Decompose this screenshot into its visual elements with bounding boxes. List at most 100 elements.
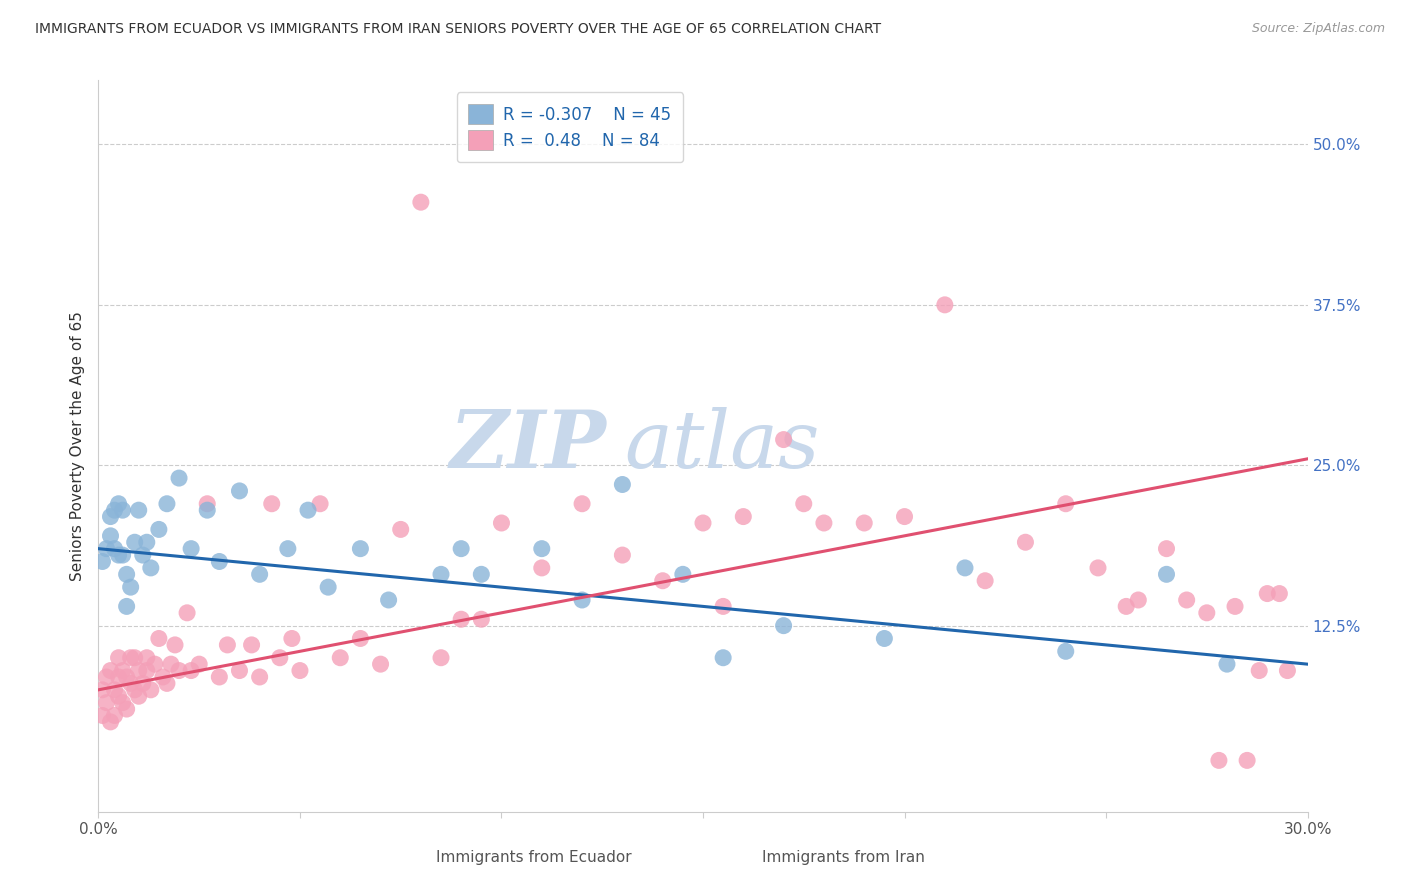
Point bbox=[692, 516, 714, 530]
Point bbox=[107, 548, 129, 562]
Point bbox=[430, 567, 453, 582]
Point bbox=[470, 567, 492, 582]
Point bbox=[733, 509, 755, 524]
Point bbox=[249, 670, 271, 684]
Point bbox=[115, 702, 138, 716]
Point bbox=[651, 574, 673, 588]
Point bbox=[91, 554, 114, 568]
Point bbox=[612, 548, 634, 562]
Point bbox=[135, 650, 157, 665]
Point bbox=[1014, 535, 1036, 549]
Point bbox=[934, 298, 956, 312]
Point bbox=[100, 664, 122, 678]
Point bbox=[409, 195, 432, 210]
Point bbox=[100, 529, 122, 543]
Legend: R = -0.307    N = 45, R =  0.48    N = 84: R = -0.307 N = 45, R = 0.48 N = 84 bbox=[457, 92, 683, 162]
Point bbox=[793, 497, 815, 511]
Point bbox=[152, 670, 174, 684]
Point bbox=[135, 535, 157, 549]
Point bbox=[115, 670, 138, 684]
Point bbox=[974, 574, 997, 588]
Point bbox=[111, 696, 134, 710]
Point bbox=[111, 664, 134, 678]
Point bbox=[103, 541, 125, 556]
Point bbox=[195, 497, 218, 511]
Point bbox=[277, 541, 299, 556]
Point bbox=[163, 638, 186, 652]
Point bbox=[873, 632, 896, 646]
Point bbox=[160, 657, 183, 672]
Point bbox=[1087, 561, 1109, 575]
Point bbox=[1156, 567, 1178, 582]
Point bbox=[571, 593, 593, 607]
Point bbox=[1268, 586, 1291, 600]
Point bbox=[91, 682, 114, 697]
Point bbox=[269, 650, 291, 665]
Point bbox=[120, 650, 142, 665]
Point bbox=[96, 696, 118, 710]
Point bbox=[711, 650, 734, 665]
Point bbox=[139, 682, 162, 697]
Point bbox=[1208, 753, 1230, 767]
Point bbox=[316, 580, 339, 594]
Point bbox=[813, 516, 835, 530]
Point bbox=[450, 612, 472, 626]
Point bbox=[103, 503, 125, 517]
Point bbox=[249, 567, 271, 582]
Point bbox=[100, 509, 122, 524]
Point bbox=[107, 690, 129, 704]
Point bbox=[612, 477, 634, 491]
Point bbox=[167, 471, 190, 485]
Point bbox=[148, 632, 170, 646]
Point bbox=[120, 580, 142, 594]
Text: Immigrants from Ecuador: Immigrants from Ecuador bbox=[436, 850, 633, 865]
Point bbox=[329, 650, 352, 665]
Point bbox=[297, 503, 319, 517]
Point bbox=[672, 567, 695, 582]
Point bbox=[288, 664, 311, 678]
Point bbox=[208, 554, 231, 568]
Point bbox=[180, 541, 202, 556]
Point bbox=[128, 690, 150, 704]
Point bbox=[176, 606, 198, 620]
Point bbox=[124, 682, 146, 697]
Point bbox=[711, 599, 734, 614]
Point bbox=[1277, 664, 1299, 678]
Point bbox=[124, 650, 146, 665]
Point bbox=[100, 714, 122, 729]
Point bbox=[107, 497, 129, 511]
Point bbox=[1156, 541, 1178, 556]
Point bbox=[128, 664, 150, 678]
Point bbox=[260, 497, 283, 511]
Point bbox=[228, 483, 250, 498]
Point bbox=[281, 632, 304, 646]
Text: Source: ZipAtlas.com: Source: ZipAtlas.com bbox=[1251, 22, 1385, 36]
Point bbox=[217, 638, 239, 652]
Point bbox=[156, 497, 179, 511]
Point bbox=[111, 503, 134, 517]
Point bbox=[148, 523, 170, 537]
Point bbox=[132, 548, 155, 562]
Text: IMMIGRANTS FROM ECUADOR VS IMMIGRANTS FROM IRAN SENIORS POVERTY OVER THE AGE OF : IMMIGRANTS FROM ECUADOR VS IMMIGRANTS FR… bbox=[35, 22, 882, 37]
Point bbox=[530, 541, 553, 556]
Point bbox=[111, 548, 134, 562]
Text: atlas: atlas bbox=[624, 408, 820, 484]
Point bbox=[188, 657, 211, 672]
Point bbox=[240, 638, 263, 652]
Point bbox=[1054, 644, 1077, 658]
Point bbox=[103, 682, 125, 697]
Text: ZIP: ZIP bbox=[450, 408, 606, 484]
Point bbox=[96, 670, 118, 684]
Point bbox=[1175, 593, 1198, 607]
Point bbox=[107, 650, 129, 665]
Point bbox=[124, 535, 146, 549]
Point bbox=[953, 561, 976, 575]
Point bbox=[893, 509, 915, 524]
Point bbox=[772, 618, 794, 632]
Point bbox=[103, 708, 125, 723]
Point bbox=[228, 664, 250, 678]
Point bbox=[156, 676, 179, 690]
Point bbox=[115, 567, 138, 582]
Point bbox=[349, 632, 371, 646]
Point bbox=[1195, 606, 1218, 620]
